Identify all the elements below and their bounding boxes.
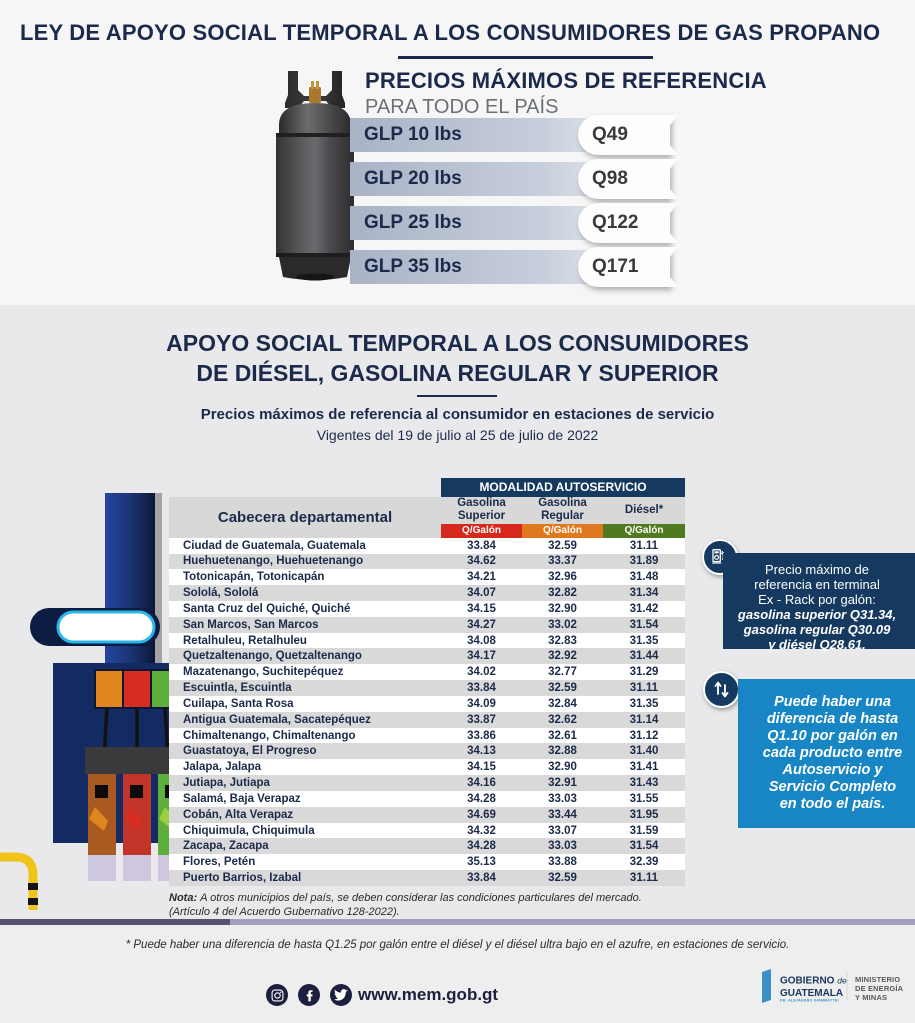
svg-text:MINISTERIO: MINISTERIO [855,975,900,984]
svg-text:DR. ALEJANDRO GIAMMATTEI: DR. ALEJANDRO GIAMMATTEI [780,999,839,1003]
svg-text:GOBIERNO de: GOBIERNO de [780,976,847,987]
svg-text:DE ENERGÍA: DE ENERGÍA [855,984,904,993]
svg-text:Y MINAS: Y MINAS [855,993,887,1002]
svg-text:GUATEMALA: GUATEMALA [780,988,843,999]
